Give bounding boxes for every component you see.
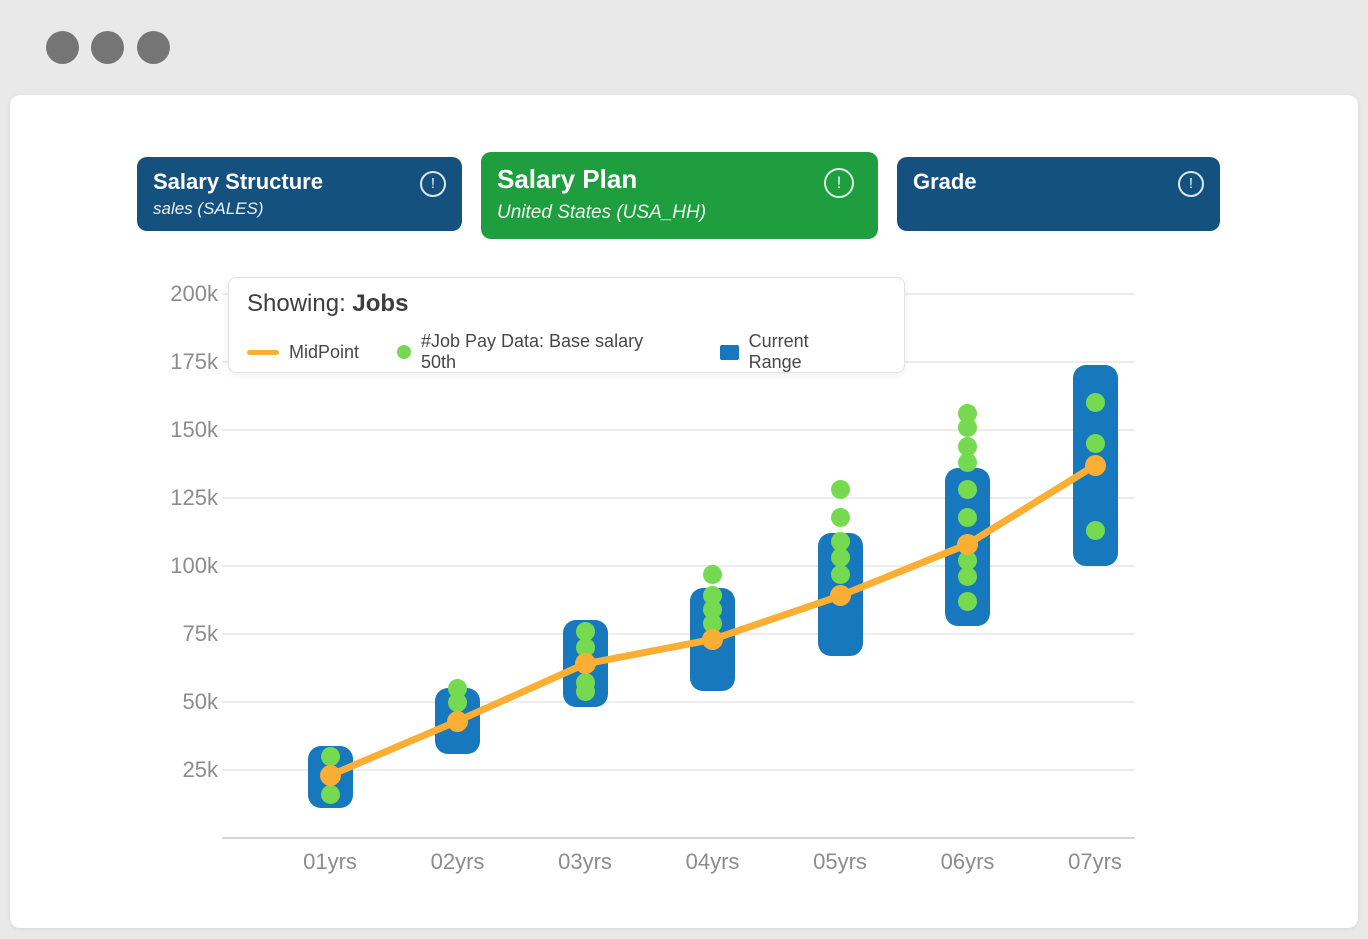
x-axis-tick-label: 02yrs (430, 849, 485, 874)
job-pay-data-point[interactable] (320, 784, 340, 804)
job-pay-data-point[interactable] (830, 564, 850, 584)
job-pay-data-point[interactable] (958, 591, 977, 611)
filter-title: Salary Structure (153, 169, 323, 194)
chart-legend-panel: Showing: Jobs MidPoint #Job Pay Data: Ba… (228, 277, 905, 373)
legend-row: MidPoint #Job Pay Data: Base salary 50th… (247, 331, 904, 373)
x-axis-line (222, 837, 1135, 839)
job-pay-data-point[interactable] (830, 532, 850, 552)
alert-circle-icon[interactable] (824, 168, 854, 198)
midpoint-node[interactable] (702, 628, 723, 650)
legend-label: Current Range (748, 331, 809, 372)
gridline (222, 701, 1135, 703)
job-pay-data-point[interactable] (830, 480, 850, 500)
midpoint-line-swatch-icon (247, 349, 279, 355)
job-pay-data-point[interactable] (958, 567, 977, 587)
filter-card-salary-plan[interactable]: Salary Plan United States (USA_HH) (481, 152, 878, 239)
y-axis-tick-label: 50k (182, 689, 218, 714)
gridline (222, 497, 1135, 499)
filter-subtitle: sales (SALES) (153, 199, 264, 218)
x-axis-tick-label: 04yrs (685, 849, 740, 874)
job-pay-data-point[interactable] (958, 417, 977, 437)
filter-card-grade[interactable]: Grade (897, 157, 1220, 231)
y-axis-tick-label: 200k (170, 281, 218, 306)
job-pay-data-point[interactable] (958, 480, 977, 500)
job-pay-data-point[interactable] (448, 692, 467, 712)
legend-label: MidPoint (289, 341, 360, 362)
job-pay-data-point[interactable] (575, 638, 595, 658)
job-pay-data-point[interactable] (1085, 521, 1105, 541)
x-axis-tick-label: 07yrs (1068, 849, 1122, 874)
y-axis-tick-label: 175k (170, 349, 218, 374)
midpoint-node[interactable] (957, 533, 978, 555)
job-pay-data-point[interactable] (703, 613, 722, 633)
y-axis-tick-label: 125k (170, 485, 218, 510)
gridline (222, 429, 1135, 431)
job-pay-data-point[interactable] (575, 681, 595, 701)
alert-circle-icon[interactable] (420, 171, 446, 197)
legend-item-job-pay-data[interactable]: #Job Pay Data: Base salary 50th (397, 331, 682, 373)
y-axis-tick-label: 100k (170, 553, 218, 578)
window-control-dot[interactable] (137, 31, 170, 64)
y-axis-tick-label: 75k (182, 621, 218, 646)
job-pay-data-point[interactable] (1085, 434, 1105, 454)
job-pay-data-point[interactable] (958, 453, 977, 473)
gridline (222, 565, 1135, 567)
window-control-dot[interactable] (91, 31, 124, 64)
filter-card-salary-structure[interactable]: Salary Structure sales (SALES) (137, 157, 462, 231)
legend-label: #Job Pay Data: Base salary 50th (420, 331, 644, 372)
filter-title: Salary Plan (497, 164, 638, 194)
filter-title: Grade (913, 169, 977, 194)
legend-item-midpoint[interactable]: MidPoint (247, 342, 359, 363)
gridline (222, 769, 1135, 771)
x-axis-tick-label: 03yrs (558, 849, 612, 874)
job-pay-data-point[interactable] (320, 746, 340, 766)
job-pay-data-point[interactable] (958, 551, 977, 571)
job-pay-data-point[interactable] (830, 548, 850, 568)
midpoint-node[interactable] (1084, 454, 1106, 476)
showing-value: Jobs (352, 290, 409, 317)
showing-label: Showing: Jobs (247, 290, 904, 318)
midpoint-node[interactable] (829, 585, 851, 607)
y-axis-tick-label: 150k (170, 417, 218, 442)
job-pay-data-point[interactable] (1085, 393, 1105, 413)
showing-prefix: Showing: (247, 290, 346, 317)
y-axis-tick-label: 25k (182, 757, 218, 782)
midpoint-node[interactable] (447, 710, 468, 732)
job-pay-data-point[interactable] (958, 507, 977, 527)
window-control-dot[interactable] (46, 31, 79, 64)
midpoint-node[interactable] (574, 653, 596, 675)
window-titlebar (0, 0, 1368, 95)
filter-subtitle: United States (USA_HH) (497, 202, 707, 223)
x-axis-tick-label: 05yrs (813, 849, 867, 874)
current-range-swatch-icon (719, 344, 739, 360)
job-pay-data-point[interactable] (575, 621, 595, 641)
x-axis-tick-label: 06yrs (940, 849, 995, 874)
legend-item-current-range[interactable]: Current Range (719, 331, 866, 373)
alert-circle-icon[interactable] (1178, 171, 1204, 197)
midpoint-node[interactable] (319, 764, 341, 786)
gridline (222, 633, 1135, 635)
job-pay-data-point[interactable] (703, 564, 722, 584)
job-pay-data-point[interactable] (958, 436, 977, 456)
pay-data-dot-swatch-icon (397, 345, 411, 359)
x-axis-tick-label: 01yrs (303, 849, 357, 874)
job-pay-data-point[interactable] (830, 507, 850, 527)
